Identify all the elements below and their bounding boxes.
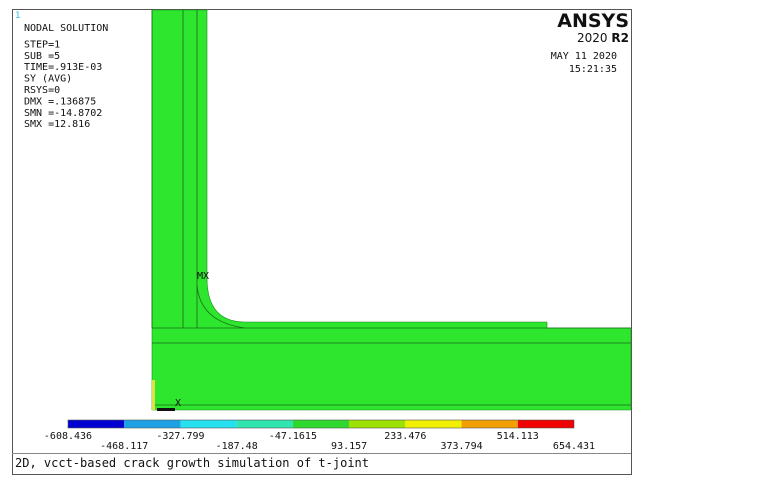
info-line: SUB =5 [24,51,60,62]
model [151,9,632,411]
legend-swatch [461,420,518,428]
legend-label: -187.48 [216,441,258,452]
legend-label: 93.157 [331,441,367,452]
info-line: STEP=1 [24,39,60,50]
legend-swatch [180,420,237,428]
info-line: SY (AVG) [24,74,72,85]
logo-brand: ANSYS [557,10,629,32]
caption: 2D, vcct-based crack growth simulation o… [15,456,369,470]
info-line: NODAL SOLUTION [24,23,108,34]
mesh-lines [151,10,631,406]
legend-swatch [236,420,293,428]
info-line: DMX =.136875 [24,96,96,107]
legend-border [67,419,575,429]
legend-label: -608.436 [44,431,92,442]
legend-swatch [124,420,181,428]
info-line: RSYS=0 [24,85,60,96]
max-marker: MX [197,271,209,282]
legend-label: -327.799 [156,431,204,442]
logo-version-year: 2020 [577,31,608,45]
logo-version: 2020 R2 [577,31,629,45]
legend-label: 233.476 [384,431,426,442]
legend-swatch [292,420,350,428]
min-marker: X [175,398,181,409]
legend-swatch [68,420,125,428]
info-line: SMX =12.816 [24,119,90,130]
legend-label: -47.1615 [269,431,317,442]
legend-label: 514.113 [497,431,539,442]
legend-label: -468.117 [100,441,148,452]
info-line: TIME=.913E-03 [24,62,102,73]
info-line: SMN =-14.8702 [24,108,102,119]
legend-swatch [405,420,462,428]
time: 15:21:35 [569,64,617,75]
legend-label: 654.431 [553,441,595,452]
support [157,408,175,411]
min-region [152,380,155,410]
window-number: 1 [15,11,20,21]
legend-swatch [349,420,406,428]
legend-swatch [517,420,574,428]
logo-release: R2 [611,31,629,45]
legend-label: 373.794 [440,441,482,452]
date: MAY 11 2020 [551,51,617,62]
